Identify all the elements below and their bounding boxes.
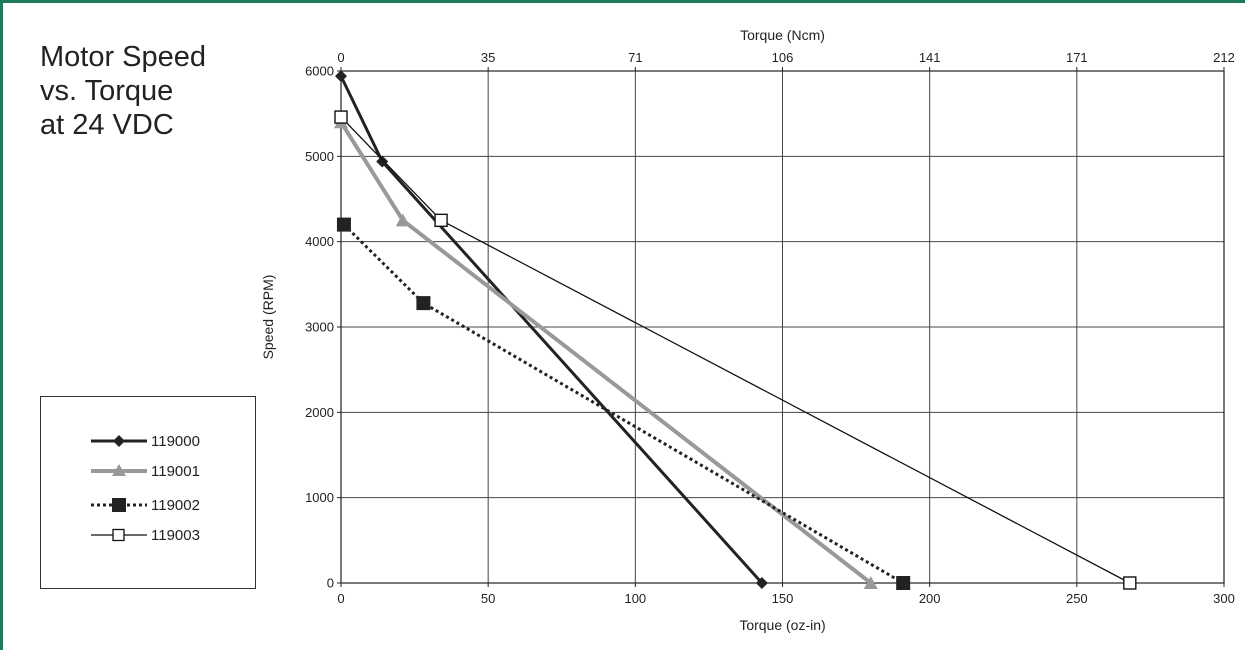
title-line-2: vs. Torque (40, 75, 174, 107)
legend-label-119001: 119001 (151, 462, 200, 480)
x-tick-label-2: 100 (624, 591, 646, 606)
series-line-119000 (339, 75, 764, 585)
chart-title: Motor Speed vs. Torque at 24 VDC (40, 40, 260, 142)
point-119001-2 (863, 576, 878, 589)
point-119002-1 (416, 296, 431, 311)
series-line-119003 (340, 116, 1131, 584)
y-tick-label-4: 4000 (305, 234, 334, 249)
x-tick-label-5: 250 (1066, 591, 1088, 606)
point-119002-0 (336, 217, 351, 232)
y-axis-title: Speed (RPM) (260, 275, 276, 360)
series-line-119001 (339, 121, 873, 585)
legend-item-119002: 119002 (91, 495, 200, 515)
legend-swatch-119003 (91, 528, 147, 542)
series-line-119002 (342, 223, 904, 585)
legend: 119000 119001 119002 119003 (40, 396, 256, 589)
legend-item-119000: 119000 (91, 431, 200, 451)
point-119002-2 (896, 576, 911, 590)
top-tick-label-0: 0 (337, 50, 344, 65)
y-tick-label-3: 3000 (305, 320, 334, 335)
x-tick-label-1: 50 (481, 591, 495, 606)
x-tick-label-4: 200 (919, 591, 941, 606)
point-119003-1 (434, 213, 448, 228)
point-119000-0 (335, 70, 347, 83)
title-line-1: Motor Speed (40, 41, 207, 73)
legend-swatch-119002 (91, 498, 147, 512)
top-tick-label-4: 141 (919, 50, 941, 65)
x-tick-label-3: 150 (772, 591, 794, 606)
y-tick-label-5: 5000 (305, 149, 334, 164)
legend-swatch-119000 (91, 435, 147, 447)
legend-swatch-119001 (91, 464, 147, 476)
point-119003-0 (334, 110, 348, 124)
x-tick-label-0: 0 (337, 591, 344, 606)
legend-label-119000: 119000 (151, 432, 200, 450)
x-tick-label-6: 300 (1213, 591, 1235, 606)
legend-item-119001: 119001 (91, 461, 200, 481)
y-tick-label-6: 6000 (305, 64, 334, 79)
legend-label-119002: 119002 (151, 496, 200, 514)
legend-item-119003: 119003 (91, 525, 200, 545)
point-119000-2 (755, 577, 768, 589)
top-tick-label-5: 171 (1066, 50, 1088, 65)
title-line-3: at 24 VDC (40, 109, 174, 141)
y-tick-label-0: 0 (327, 576, 334, 591)
point-119003-2 (1123, 576, 1137, 590)
top-tick-label-1: 35 (481, 50, 495, 65)
y-tick-label-2: 2000 (305, 405, 334, 420)
top-tick-label-2: 71 (628, 50, 642, 65)
top-axis-title: Torque (Ncm) (740, 27, 825, 43)
top-tick-label-6: 212 (1213, 50, 1235, 65)
y-tick-label-1: 1000 (305, 490, 334, 505)
point-119000-1 (376, 155, 389, 168)
x-axis-title: Torque (oz-in) (739, 617, 825, 633)
top-tick-label-3: 106 (772, 50, 794, 65)
point-119001-1 (395, 213, 410, 227)
legend-label-119003: 119003 (151, 526, 200, 544)
